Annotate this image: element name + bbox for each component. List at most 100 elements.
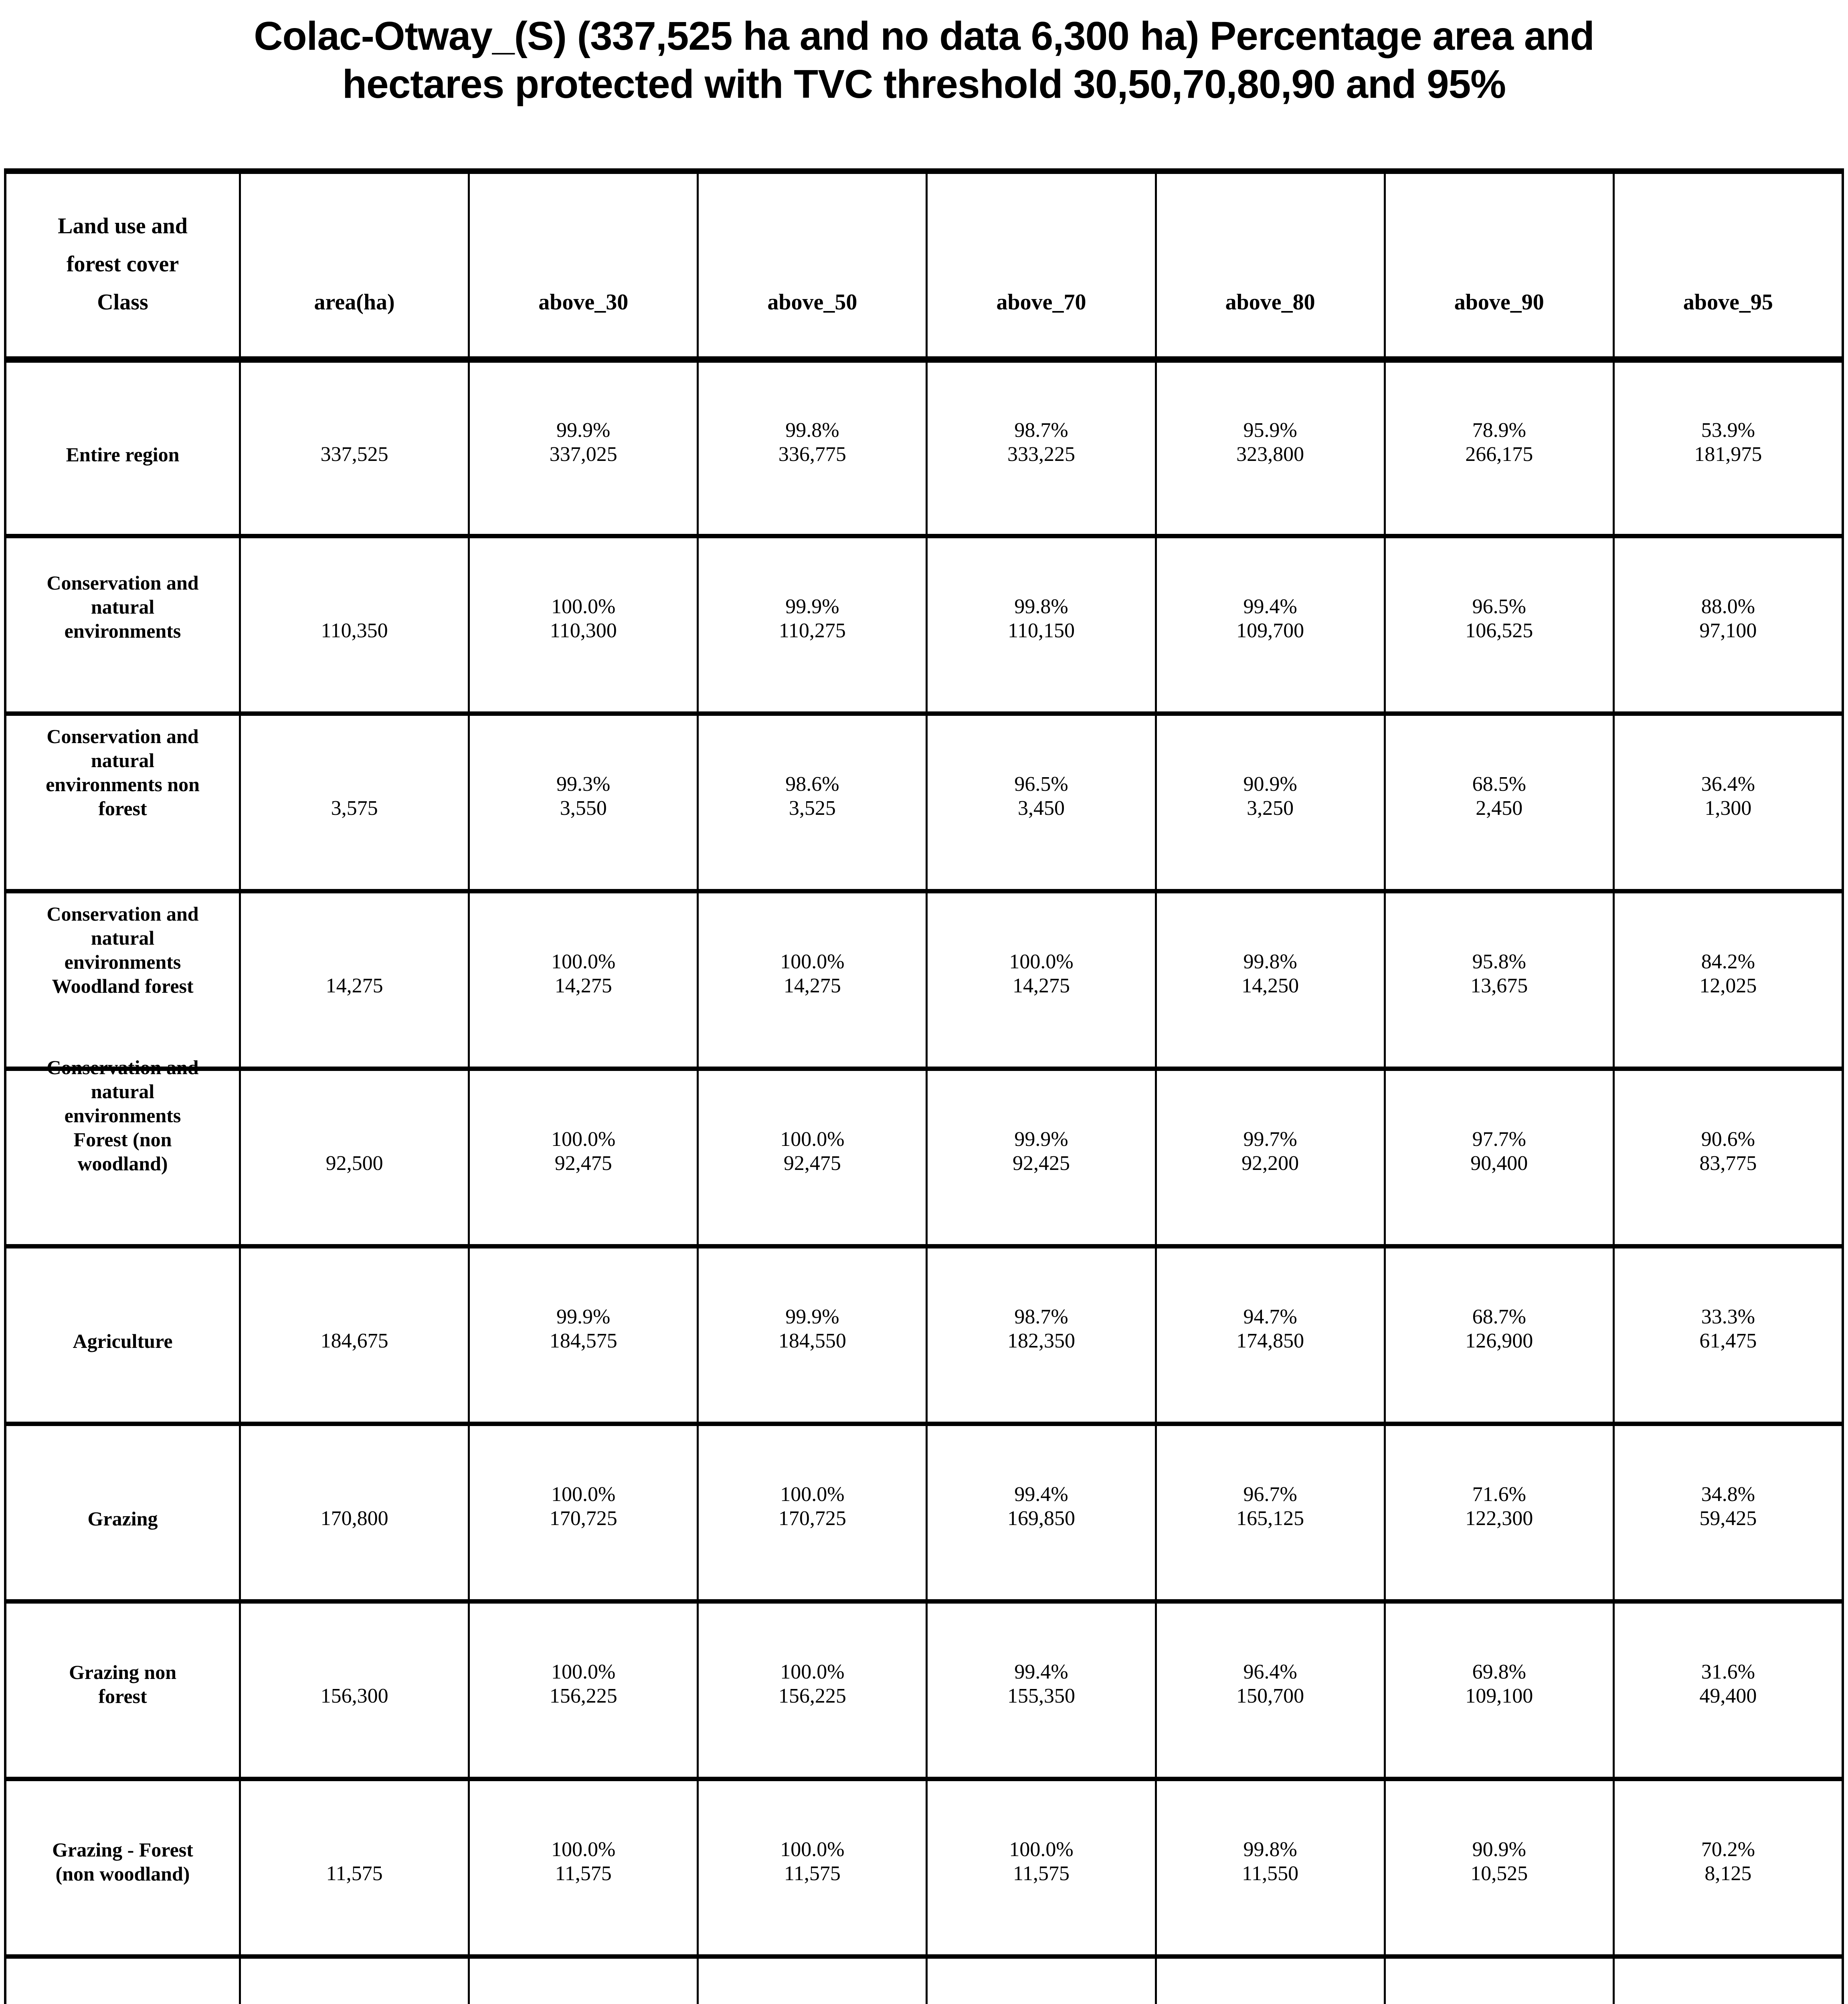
threshold-cell: 96.7% 165,125	[1154, 1426, 1384, 1599]
percent-value: 99.4%	[1243, 595, 1297, 618]
threshold-cell: 84.2% 12,025	[1612, 893, 1842, 1067]
class-label-line: natural	[91, 749, 155, 772]
table-body: Entire region 337,525 99.9% 337,025 99.8% 336…	[6, 356, 1842, 2004]
threshold-cell: 99.8% 336,775	[697, 363, 926, 534]
percent-value: 36.4%	[1701, 773, 1755, 796]
percent-value: 100.0%	[780, 950, 845, 973]
class-label-line: Grazing non	[69, 1661, 177, 1683]
table-row: Grazing non forest 156,300 100.0% 156,225 100…	[6, 1599, 1842, 1777]
threshold-cell: 100.0% 14,275	[926, 893, 1154, 1067]
hectares-value: 14,275	[554, 974, 612, 997]
percent-value: 68.7%	[1472, 1305, 1526, 1328]
percent-value: 98.7%	[1014, 1305, 1068, 1328]
land-use-class-cell: Grazing non forest	[6, 1604, 239, 1777]
class-label-line: Grazing	[87, 1507, 158, 1530]
table-row: Grazing - Forest (non woodland) 11,575 100.…	[6, 1777, 1842, 1954]
threshold-cell: 90.6% 83,775	[1612, 1071, 1842, 1244]
threshold-cell: 96.5% 3,450	[926, 716, 1154, 889]
header-cell-above-30: above_30	[468, 174, 697, 356]
header-cell-class: Land use and forest cover Class	[6, 174, 239, 356]
threshold-cell: 99.9% 337,025	[468, 363, 697, 534]
threshold-cell: 100.0% 11,575	[926, 1781, 1154, 1954]
class-label-line: Agriculture	[73, 1330, 173, 1352]
percent-value: 100.0%	[551, 1838, 616, 1861]
land-use-class-cell: Conservation and natural environments Woodl…	[6, 893, 239, 1067]
percent-value: 34.8%	[1701, 1483, 1755, 1506]
hectares-value: 49,400	[1699, 1685, 1757, 1707]
threshold-cell: 89.3%11,475	[926, 1959, 1154, 2004]
hectares-value: 109,700	[1236, 619, 1304, 642]
threshold-cell: 100.0% 14,275	[468, 893, 697, 1067]
hectares-value: 11,550	[1242, 1862, 1299, 1885]
percent-value: 94.7%	[1243, 1305, 1297, 1328]
land-use-class-cell: Conservation and natural environments non f…	[6, 716, 239, 889]
threshold-cell: 100.0% 92,475	[697, 1071, 926, 1244]
header-cell-above-90: above_90	[1383, 174, 1613, 356]
class-label-line: Woodland forest	[52, 975, 194, 997]
area-value: 170,800	[320, 1507, 388, 1530]
percent-value: 100.0%	[1009, 1838, 1074, 1861]
percent-value: 99.8%	[785, 418, 839, 442]
hectares-value: 3,550	[560, 797, 607, 820]
hectares-value: 170,725	[549, 1507, 617, 1530]
percent-value: 100.0%	[780, 1661, 845, 1683]
threshold-cell: 12.1%1,550	[1612, 1959, 1842, 2004]
percent-value: 100.0%	[551, 950, 616, 973]
hectares-value: 8,125	[1704, 1862, 1752, 1885]
area-ha-cell: 110,350	[239, 538, 468, 711]
percent-value: 99.9%	[785, 1305, 839, 1328]
area-ha-cell: 11,575	[239, 1781, 468, 1954]
threshold-cell: 99.4% 169,850	[926, 1426, 1154, 1599]
page-title-line1: Colac-Otway_(S) (337,525 ha and no data …	[254, 14, 1594, 59]
area-value: 156,300	[320, 1685, 388, 1707]
percent-value: 100.0%	[1009, 950, 1074, 973]
page-title: Colac-Otway_(S) (337,525 ha and no data …	[0, 12, 1848, 108]
threshold-cell: 100.0% 11,575	[697, 1781, 926, 1954]
threshold-cell: 96.5% 106,525	[1383, 538, 1613, 711]
area-value: 3,575	[331, 797, 378, 820]
table-row: Conservation and natural environments 110,3…	[6, 534, 1842, 711]
threshold-cell: 95.8% 13,675	[1383, 893, 1613, 1067]
threshold-cell: 98.6% 3,525	[697, 716, 926, 889]
hectares-value: 10,525	[1470, 1862, 1528, 1885]
threshold-cell: 88.0% 97,100	[1612, 538, 1842, 711]
hectares-value: 1,300	[1704, 797, 1752, 820]
area-ha-cell: 184,675	[239, 1248, 468, 1422]
land-use-class-cell: Conservation and natural environments	[6, 538, 239, 711]
percent-value: 100.0%	[551, 1128, 616, 1151]
class-label-line: Conservation and	[47, 903, 199, 925]
header-label: above_70	[996, 289, 1086, 315]
percent-value: 96.4%	[1243, 1661, 1297, 1683]
hectares-value: 3,250	[1247, 797, 1294, 820]
threshold-cell: 33.3% 61,475	[1612, 1248, 1842, 1422]
threshold-cell: 94.7% 174,850	[1154, 1248, 1384, 1422]
percent-value: 99.4%	[1014, 1483, 1068, 1506]
threshold-cell: 97.7% 90,400	[1383, 1071, 1613, 1244]
threshold-cell: 96.4% 150,700	[1154, 1604, 1384, 1777]
hectares-value: 110,150	[1007, 619, 1075, 642]
table-row: Cropping12,85099.8%12,82599.6%12,80089.3…	[6, 1954, 1842, 2004]
percent-value: 68.5%	[1472, 773, 1526, 796]
hectares-value: 13,675	[1470, 974, 1528, 997]
threshold-cell: 70.2% 8,125	[1612, 1781, 1842, 1954]
threshold-cell: 100.0% 11,575	[468, 1781, 697, 1954]
percent-value: 84.2%	[1701, 950, 1755, 973]
header-cell-area: area(ha)	[239, 174, 468, 356]
percent-value: 99.9%	[556, 1305, 611, 1328]
hectares-value: 14,275	[1012, 974, 1070, 997]
land-use-class-cell: Grazing	[6, 1426, 239, 1599]
header-class-line: Land use and	[58, 213, 188, 238]
hectares-value: 156,225	[778, 1685, 846, 1707]
area-value: 11,575	[326, 1862, 383, 1885]
threshold-cell: 34.8% 59,425	[1612, 1426, 1842, 1599]
percent-value: 71.6%	[1472, 1483, 1526, 1506]
header-label: above_80	[1225, 289, 1315, 315]
percent-value: 98.6%	[785, 773, 839, 796]
hectares-value: 106,525	[1465, 619, 1533, 642]
class-label-line: Grazing - Forest	[52, 1838, 193, 1861]
threshold-cell: 99.9% 110,275	[697, 538, 926, 711]
percent-value: 100.0%	[780, 1128, 845, 1151]
class-label-line: (non woodland)	[55, 1863, 190, 1885]
threshold-cell: 99.4% 155,350	[926, 1604, 1154, 1777]
percent-value: 98.7%	[1014, 418, 1068, 442]
